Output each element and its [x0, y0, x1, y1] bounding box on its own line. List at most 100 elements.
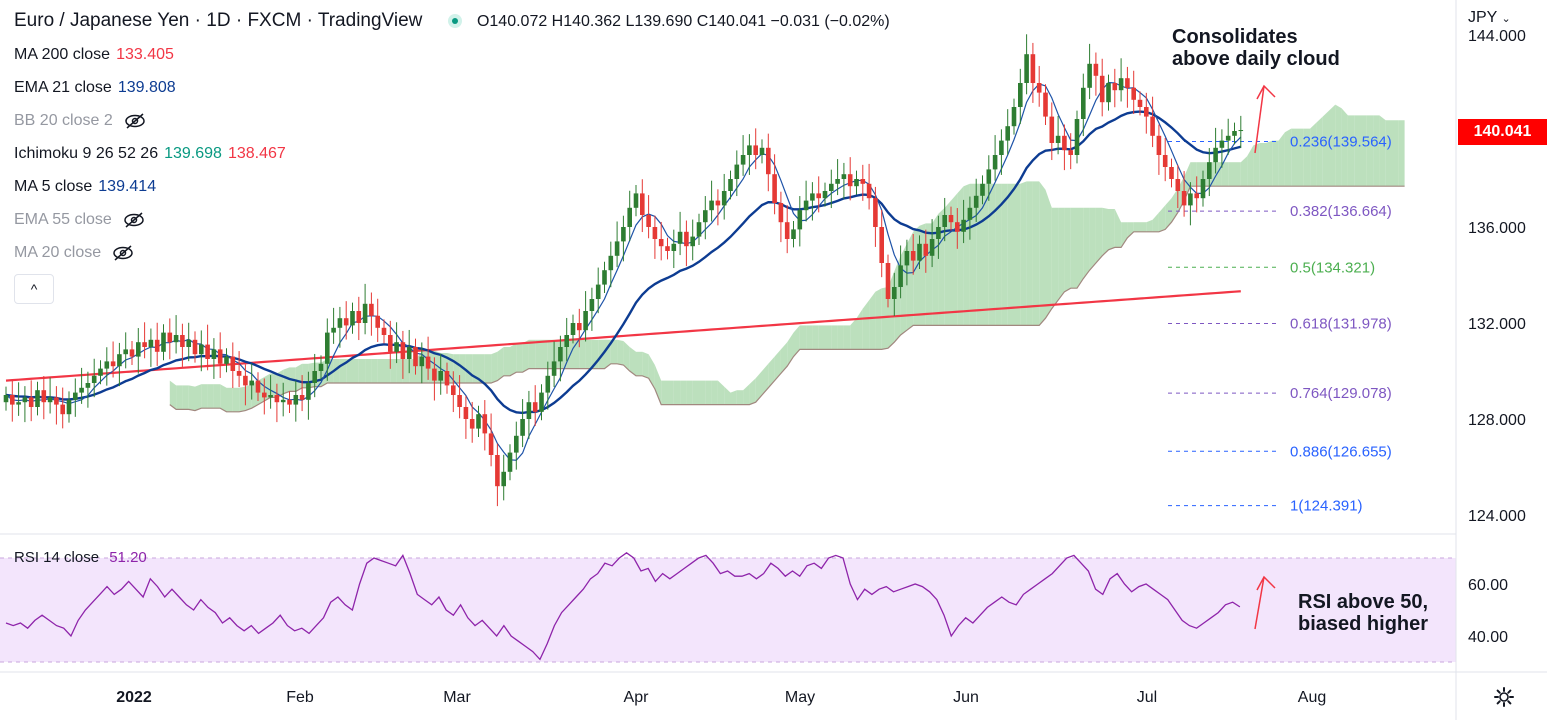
time-axis[interactable]: 2022 Feb Mar Apr May Jun Jul Aug [116, 689, 1326, 706]
candle-body [400, 342, 406, 359]
legend-row[interactable]: EMA 21 close 139.808 [14, 79, 176, 97]
cloud-segment [1341, 108, 1348, 187]
cloud-segment [188, 385, 195, 411]
legend-row[interactable]: Ichimoku 9 26 52 26 139.698 138.467 [14, 145, 286, 163]
candle-body [721, 191, 727, 206]
cloud-segment [1051, 207, 1059, 309]
cloud-segment [1228, 162, 1235, 187]
candle-body [224, 356, 229, 364]
cloud-segment [1303, 128, 1311, 187]
rsi-band [0, 558, 1456, 662]
up-arrow-rsi [1254, 575, 1276, 630]
cloud-segment [717, 380, 725, 405]
candle-body [526, 402, 532, 419]
candle-body [904, 251, 910, 266]
candle-body [343, 318, 349, 326]
symbol-name[interactable]: Euro / Japanese Yen [14, 10, 190, 31]
candle-body [999, 140, 1004, 155]
legend-row[interactable]: MA 20 close [14, 244, 135, 262]
candle-body [841, 174, 847, 179]
cloud-segment [1322, 110, 1329, 187]
candle-body [381, 327, 387, 335]
candle-body [312, 371, 317, 383]
candle-body [1225, 135, 1231, 141]
candle-body [1118, 78, 1124, 91]
legend-value: 138.467 [227, 145, 286, 162]
senkou-span-b [169, 185, 1405, 413]
cloud-segment [1347, 115, 1355, 187]
time-tick-label: 2022 [116, 689, 152, 706]
eye-hidden-icon[interactable] [123, 112, 147, 130]
cloud-segment [510, 343, 517, 376]
market-status-icon[interactable] [447, 14, 462, 28]
candle-body [892, 287, 897, 299]
cloud-segment [1284, 128, 1292, 187]
cloud-segment [995, 183, 1002, 326]
cloud-segment [295, 363, 303, 392]
legend-label: EMA 21 close [14, 79, 112, 96]
candle-body [1036, 83, 1042, 93]
candle-body [564, 335, 569, 347]
cloud-segment [522, 339, 529, 373]
cloud-segment [1373, 115, 1380, 187]
time-tick-label: Mar [443, 689, 471, 706]
legend-row[interactable]: MA 200 close 133.405 [14, 46, 174, 64]
cloud-segment [535, 339, 542, 369]
candle-body [583, 311, 588, 331]
candle-body [929, 239, 935, 256]
candle-body [1093, 63, 1099, 76]
eye-hidden-icon[interactable] [122, 211, 146, 229]
timeframe[interactable]: 1D [206, 10, 231, 31]
legend-row[interactable]: EMA 55 close [14, 211, 146, 229]
cloud-segment [818, 325, 825, 350]
cloud-segment [636, 351, 643, 376]
candle-body [740, 155, 746, 165]
candle-body [709, 200, 714, 211]
cloud-segment [585, 339, 592, 369]
candle-body [47, 397, 53, 403]
cloud-segment [1032, 181, 1040, 326]
candle-body [923, 243, 929, 256]
legend-row[interactable]: BB 20 close 2 [14, 112, 147, 130]
candle-body [501, 471, 506, 487]
candle-body [747, 145, 752, 155]
candle-body [1144, 107, 1149, 117]
cloud-segment [1020, 181, 1027, 326]
rsi-tick-label: 40.00 [1468, 629, 1508, 646]
cloud-segment [1045, 189, 1052, 319]
currency-selector[interactable]: JPY ⌄ [1468, 9, 1511, 27]
rsi-legend: RSI 14 close 51.20 [14, 549, 147, 566]
candle-body [154, 339, 160, 352]
candle-body [16, 402, 21, 405]
legend-label: MA 200 close [14, 46, 111, 63]
cloud-segment [812, 325, 819, 350]
header-separator: · [235, 10, 243, 31]
cloud-segment [270, 373, 277, 398]
candle-body [350, 311, 355, 326]
candle-body [759, 147, 765, 155]
cloud-segment [365, 359, 372, 383]
cloud-segment [352, 359, 359, 383]
cloud-segment [1077, 207, 1084, 289]
candle-body [199, 344, 204, 355]
candle-body [1175, 179, 1181, 191]
candle-body [425, 356, 431, 369]
candle-body [1112, 83, 1118, 91]
cloud-segment [850, 318, 857, 350]
candle-body [1018, 83, 1023, 107]
candle-body [577, 323, 582, 331]
collapse-legend-button[interactable]: ^ [14, 274, 54, 304]
price-axis[interactable]: 144.000 136.000 132.000 128.000 124.000 60.00… [1468, 28, 1526, 646]
legend-row[interactable]: MA 5 close 139.414 [14, 178, 156, 196]
settings-gear-icon[interactable] [1493, 686, 1515, 708]
candle-body [1200, 179, 1206, 199]
candle-body [671, 243, 677, 251]
candle-body [835, 179, 840, 184]
eye-hidden-icon[interactable] [111, 244, 135, 262]
cloud-segment [837, 325, 844, 350]
candlesticks[interactable] [3, 34, 1244, 507]
time-tick-label: May [785, 689, 815, 706]
candle-body [117, 354, 122, 367]
cloud-segment [1398, 120, 1405, 187]
